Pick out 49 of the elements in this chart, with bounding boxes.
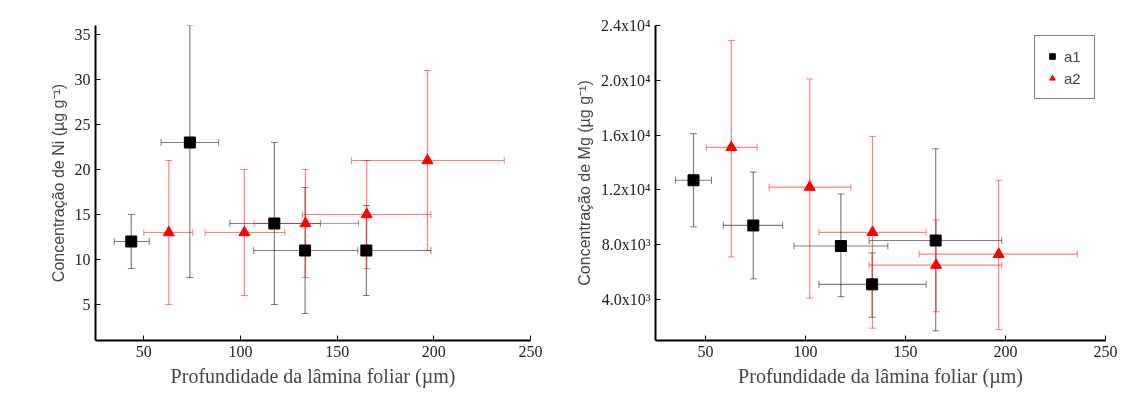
legend-label: a2 [1064,69,1082,87]
x-tick-label: 250 [518,342,543,360]
y-axis-title: Concentração de Ni (µg g⁻¹) [49,83,67,283]
x-tick-label: 150 [893,342,918,360]
point [930,258,943,269]
y-tick-label: 15 [74,206,91,223]
point [803,180,816,191]
point [268,217,281,230]
point [747,219,760,232]
x-tick-label: 250 [1093,342,1118,360]
y-tick-label: 1.6x10⁴ [600,126,651,144]
point [299,216,312,228]
x-tick-label: 200 [993,342,1018,360]
y-tick-label: 30 [74,71,91,88]
x-tick-label: 50 [697,342,714,360]
point [866,278,879,291]
point [866,225,879,236]
point [360,244,373,257]
y-tick-label: 25 [74,116,91,133]
point [929,234,942,247]
point [421,153,434,165]
y-tick-label: 2.4x10⁴ [600,17,651,34]
y-tick-label: 35 [74,26,91,43]
point [238,225,251,237]
x-tick-label: 100 [793,342,818,360]
y-tick-label: 1.2x10⁴ [600,181,651,199]
point [725,140,738,152]
point [834,240,847,252]
x-tick-label: 100 [228,342,253,360]
point [183,136,196,149]
y-tick-label: 4.0x10³ [601,290,651,308]
x-axis-title: Profundidade da lâmina foliar (µm) [738,364,1023,388]
legend-label: a1 [1064,47,1082,65]
point [162,225,175,237]
x-tick-label: 200 [421,342,446,360]
x-tick-label: 150 [325,342,350,360]
y-tick-label: 8.0x10³ [601,236,651,254]
x-axis-title: Profundidade da lâmina foliar (µm) [170,364,456,388]
point [299,244,312,257]
y-tick-label: 10 [74,251,91,268]
y-tick-label: 2.0x10⁴ [600,71,651,89]
point [125,235,138,248]
y-tick-label: 20 [74,161,91,178]
point [992,247,1005,258]
y-tick-label: 5 [82,296,91,313]
x-tick-label: 50 [135,342,152,360]
y-axis-title: Concentração de Mg (µg g⁻¹) [575,80,593,286]
point [360,207,373,219]
point [687,174,700,187]
